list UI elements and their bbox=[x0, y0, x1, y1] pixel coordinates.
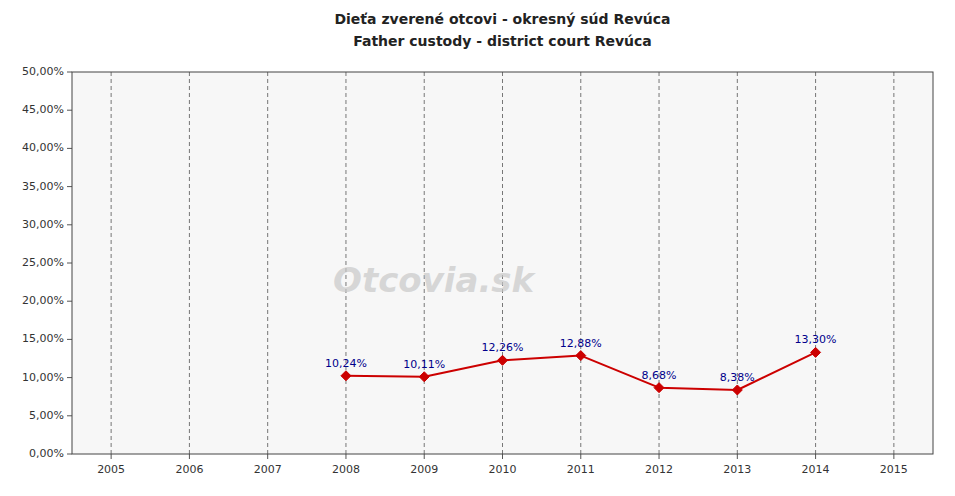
tick-mark bbox=[67, 110, 72, 111]
tick-mark bbox=[67, 454, 72, 455]
data-label: 12,88% bbox=[560, 337, 602, 350]
tick-mark bbox=[67, 339, 72, 340]
tick-mark bbox=[67, 148, 72, 149]
watermark: Otcovia.sk bbox=[333, 260, 537, 300]
data-label: 8,68% bbox=[642, 369, 677, 382]
series bbox=[341, 347, 821, 395]
tick-label: 2008 bbox=[332, 463, 360, 476]
tick-mark bbox=[67, 415, 72, 416]
marker bbox=[341, 371, 351, 381]
tick-mark bbox=[67, 377, 72, 378]
tick-label: 45,00% bbox=[22, 103, 64, 116]
grid-line bbox=[580, 72, 581, 454]
tick-label: 5,00% bbox=[29, 409, 64, 422]
plot-area bbox=[72, 72, 933, 454]
tick-label: 2011 bbox=[567, 463, 595, 476]
tick-mark bbox=[580, 454, 581, 459]
tick-label: 50,00% bbox=[22, 65, 64, 78]
tick-mark bbox=[67, 224, 72, 225]
tick-mark bbox=[67, 301, 72, 302]
tick-label: 2009 bbox=[410, 463, 438, 476]
tick-label: 2014 bbox=[802, 463, 830, 476]
tick-mark bbox=[67, 186, 72, 187]
tick-mark bbox=[267, 454, 268, 459]
grid-line bbox=[893, 72, 894, 454]
marker bbox=[654, 383, 664, 393]
tick-label: 2013 bbox=[723, 463, 751, 476]
marker bbox=[732, 385, 742, 395]
tick-mark bbox=[737, 454, 738, 459]
plot-frame bbox=[72, 72, 933, 454]
data-label: 10,11% bbox=[403, 358, 445, 371]
tick-label: 15,00% bbox=[22, 332, 64, 345]
tick-mark bbox=[424, 454, 425, 459]
tick-label: 20,00% bbox=[22, 294, 64, 307]
data-labels: 10,24% 10,11% 12,26% 12,88% 8,68% 8,38% 13,30% bbox=[325, 333, 837, 384]
marker bbox=[498, 355, 508, 365]
tick-mark bbox=[111, 454, 112, 459]
grid-line bbox=[111, 72, 112, 454]
grid-line bbox=[267, 72, 268, 454]
tick-mark bbox=[67, 263, 72, 264]
subtitle: Father custody - district court Revúca bbox=[353, 33, 652, 49]
grid-line bbox=[737, 72, 738, 454]
tick-label: 40,00% bbox=[22, 141, 64, 154]
data-label: 12,26% bbox=[482, 341, 524, 354]
tick-mark bbox=[67, 72, 72, 73]
tick-label: 2005 bbox=[97, 463, 125, 476]
tick-mark bbox=[189, 454, 190, 459]
data-label: 10,24% bbox=[325, 357, 367, 370]
tick-label: 2007 bbox=[254, 463, 282, 476]
tick-label: 30,00% bbox=[22, 218, 64, 231]
title: Dieťa zverené otcovi - okresný súd Revúc… bbox=[334, 11, 670, 27]
grid-line bbox=[659, 72, 660, 454]
x-axis: 2005 2006 2007 2008 2009 2010 2011 2012 2013 2014… bbox=[97, 72, 908, 476]
tick-label: 35,00% bbox=[22, 180, 64, 193]
tick-mark bbox=[502, 454, 503, 459]
data-label: 8,38% bbox=[720, 371, 755, 384]
data-label: 13,30% bbox=[795, 333, 837, 346]
tick-label: 0,00% bbox=[29, 447, 64, 460]
grid-line bbox=[815, 72, 816, 454]
tick-mark bbox=[345, 454, 346, 459]
tick-mark bbox=[893, 454, 894, 459]
tick-label: 10,00% bbox=[22, 371, 64, 384]
marker bbox=[811, 347, 821, 357]
tick-label: 2012 bbox=[645, 463, 673, 476]
chart: Dieťa zverené otcovi - okresný súd Revúc… bbox=[0, 0, 955, 496]
tick-label: 25,00% bbox=[22, 256, 64, 269]
tick-label: 2006 bbox=[175, 463, 203, 476]
tick-mark bbox=[659, 454, 660, 459]
tick-label: 2010 bbox=[489, 463, 517, 476]
marker bbox=[419, 372, 429, 382]
grid-line bbox=[189, 72, 190, 454]
marker bbox=[576, 351, 586, 361]
tick-label: 2015 bbox=[880, 463, 908, 476]
y-axis: 0,00% 5,00% 10,00% 15,00% 20,00% 25,00% 30,00%… bbox=[22, 65, 72, 460]
tick-mark bbox=[815, 454, 816, 459]
